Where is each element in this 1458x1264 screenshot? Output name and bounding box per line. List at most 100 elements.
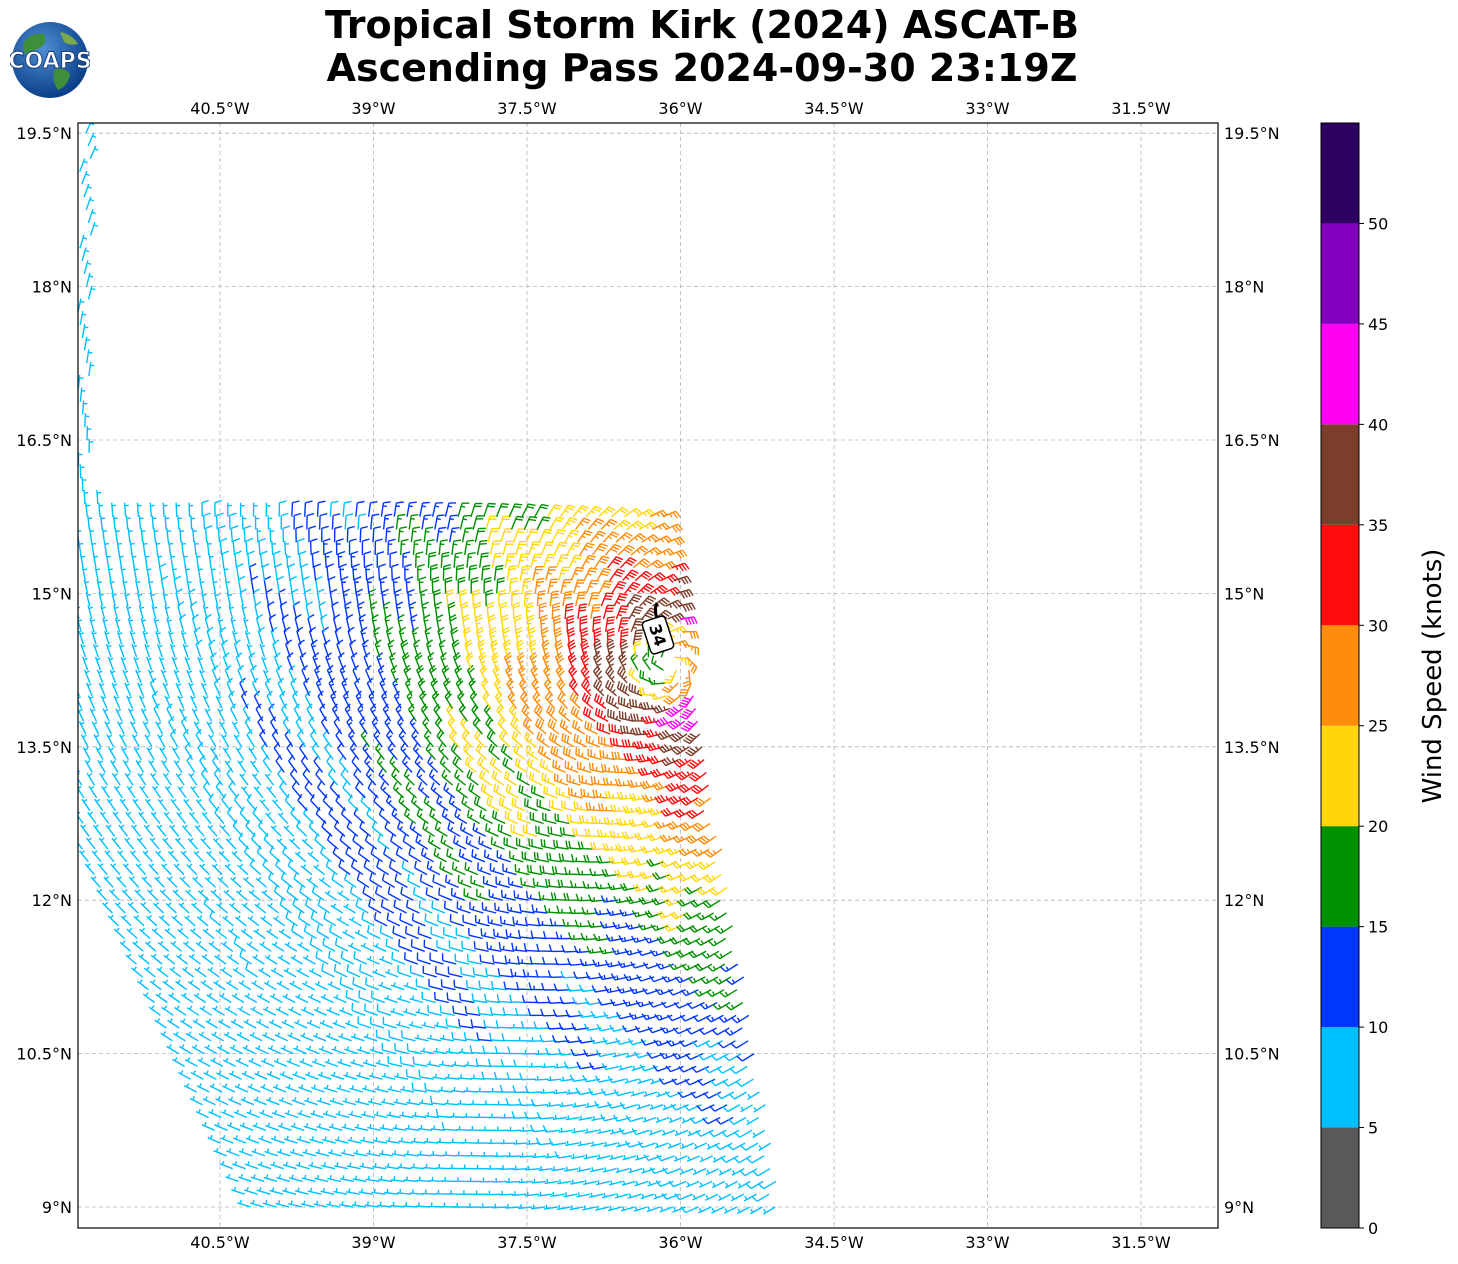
wind-barb (459, 589, 467, 607)
wind-barb (246, 643, 253, 658)
wind-barb (283, 967, 297, 978)
wind-barb (150, 953, 163, 965)
wind-barb (519, 565, 530, 581)
wind-barb (238, 1148, 253, 1157)
wind-barb (379, 925, 394, 940)
wind-barb (172, 889, 184, 901)
wind-barb (552, 1114, 567, 1120)
wind-barb (335, 1110, 350, 1119)
wind-barb (389, 1008, 404, 1016)
wind-barb (592, 652, 603, 671)
wind-barb (200, 682, 208, 696)
wind-barb (663, 695, 681, 705)
wind-barb (499, 1084, 517, 1093)
wind-barb (601, 1062, 620, 1071)
wind-barb (448, 614, 457, 632)
wind-barb (182, 553, 188, 568)
wind-barb (622, 569, 639, 582)
wind-barb (364, 1201, 379, 1208)
wind-barb (577, 603, 588, 620)
wind-barb (324, 1058, 339, 1068)
wind-barb (131, 966, 143, 978)
wind-barb (190, 515, 196, 530)
wind-barb (483, 576, 492, 594)
wind-barb (233, 639, 241, 658)
wind-barb (362, 885, 376, 901)
wind-barb (110, 760, 119, 773)
wind-barb (526, 614, 535, 632)
wind-barb (592, 615, 602, 632)
wind-barb (228, 780, 238, 799)
wind-barb (537, 1191, 552, 1197)
wind-barb (313, 563, 322, 581)
wind-barb (403, 768, 415, 786)
wind-barb (709, 1078, 729, 1087)
wind-barb (237, 575, 246, 594)
wind-barb (597, 803, 615, 812)
wind-barb (125, 811, 135, 824)
wind-barb (568, 665, 578, 684)
wind-barb (383, 846, 396, 863)
coaps-logo: COAPS (10, 22, 90, 98)
wind-barb (105, 553, 111, 568)
wind-barb (154, 876, 165, 888)
wind-barb (207, 824, 218, 837)
wind-barb (135, 760, 145, 773)
wind-barb (155, 850, 166, 863)
wind-barb (321, 1162, 336, 1170)
wind-barb (518, 784, 532, 799)
wind-barb (566, 614, 575, 632)
wind-barb (530, 930, 547, 940)
wind-barb (439, 861, 453, 876)
wind-barb (579, 542, 595, 556)
wind-barb (329, 924, 343, 940)
wind-barb (453, 769, 466, 786)
wind-barb (482, 1126, 496, 1131)
wind-barb (669, 549, 688, 559)
wind-barb (164, 786, 174, 799)
wind-barb (78, 773, 83, 786)
wind-barb (267, 1045, 282, 1055)
wind-barb (650, 768, 669, 778)
wind-barb (313, 1200, 328, 1208)
wind-barb (549, 918, 567, 927)
lat-tick-label-right: 15°N (1224, 584, 1264, 603)
wind-barb (450, 887, 465, 901)
wind-barb (125, 953, 137, 965)
wind-barb (266, 1070, 281, 1080)
wind-barb (715, 1116, 734, 1125)
wind-barb (534, 503, 549, 518)
wind-barb (297, 639, 305, 658)
wind-barb (166, 876, 178, 888)
wind-barb (359, 1162, 374, 1170)
wind-barb (655, 1116, 670, 1123)
wind-barb (196, 915, 209, 927)
wind-barb (380, 899, 395, 914)
wind-barb (283, 1161, 297, 1170)
wind-barb (440, 979, 456, 991)
wind-barb (184, 1057, 198, 1068)
wind-barb (512, 916, 528, 927)
wind-barb (624, 507, 642, 518)
wind-barb (79, 553, 86, 568)
wind-barb (693, 989, 712, 997)
wind-barb (647, 1180, 662, 1187)
wind-barb (459, 822, 474, 837)
wind-barb (442, 564, 451, 581)
wind-barb (325, 1032, 340, 1042)
wind-barb (318, 1045, 333, 1055)
wind-barb (221, 639, 229, 658)
wind-barb (448, 940, 464, 952)
wind-barb (474, 1164, 489, 1170)
wind-barb (434, 992, 449, 1004)
wind-barb (723, 1052, 742, 1062)
wind-barb (87, 209, 96, 223)
wind-barb (352, 833, 365, 850)
wind-barb (528, 838, 544, 850)
wind-barb (564, 1140, 579, 1147)
wind-barb (412, 886, 427, 901)
wind-barb (340, 1149, 355, 1157)
lat-tick-label-left: 10.5°N (16, 1045, 72, 1064)
wind-barb (124, 682, 132, 696)
wind-barb (146, 914, 158, 927)
